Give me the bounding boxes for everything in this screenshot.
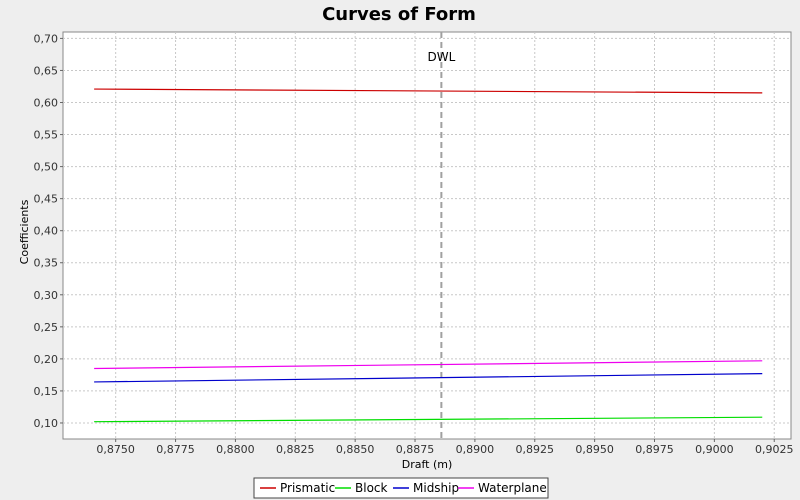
x-axis-label: Draft (m) [402,458,453,471]
plot-area [62,31,792,440]
x-tick-label: 0,8950 [575,443,614,456]
x-tick-label: 0,8825 [276,443,315,456]
y-tick-label: 0,45 [34,193,59,206]
series-lines [94,88,763,423]
x-tick-label: 0,8775 [156,443,195,456]
y-tick-label: 0,60 [34,97,59,110]
series-line-waterplane [94,360,763,370]
series-line-midship [94,373,763,383]
legend-label-block: Block [355,481,388,495]
y-tick-label: 0,30 [34,289,59,302]
x-tick-label: 0,8925 [516,443,555,456]
x-tick-label: 0,8750 [96,443,135,456]
y-tick-label: 0,50 [34,161,59,174]
x-tick-label: 0,9025 [755,443,794,456]
legend-label-prismatic: Prismatic [280,481,335,495]
chart-title: Curves of Form [322,4,476,25]
x-tick-label: 0,8850 [336,443,375,456]
x-tick-label: 0,8800 [216,443,255,456]
x-tick-label: 0,8875 [396,443,435,456]
dwl-marker: DWL [427,32,456,439]
y-tick-label: 0,20 [34,353,59,366]
grid [63,32,791,439]
y-tick-label: 0,10 [34,417,59,430]
y-tick-label: 0,25 [34,321,59,334]
y-tick-label: 0,70 [34,32,59,45]
y-tick-label: 0,40 [34,225,59,238]
y-tick-label: 0,55 [34,129,59,142]
series-line-prismatic [94,88,763,94]
y-tick-label: 0,35 [34,257,59,270]
series-line-block [94,416,763,423]
x-tick-label: 0,8975 [635,443,674,456]
x-tick-label: 0,8900 [456,443,495,456]
y-axis-ticks: 0,10 0,15 0,20 0,25 0,30 0,35 0,40 0,45 0,50 0,55… [34,32,63,430]
x-axis-ticks: 0,8750 0,8775 0,8800 0,8825 0,8850 0,8875 0,89… [96,439,793,456]
y-axis-label: Coefficients [18,199,31,264]
y-tick-label: 0,15 [34,385,59,398]
legend-label-midship: Midship [413,481,459,495]
legend: Prismatic Block Midship Waterplane [253,477,549,499]
x-tick-label: 0,9000 [695,443,734,456]
y-tick-label: 0,65 [34,64,59,77]
dwl-marker-label: DWL [427,50,455,64]
legend-label-waterplane: Waterplane [478,481,547,495]
